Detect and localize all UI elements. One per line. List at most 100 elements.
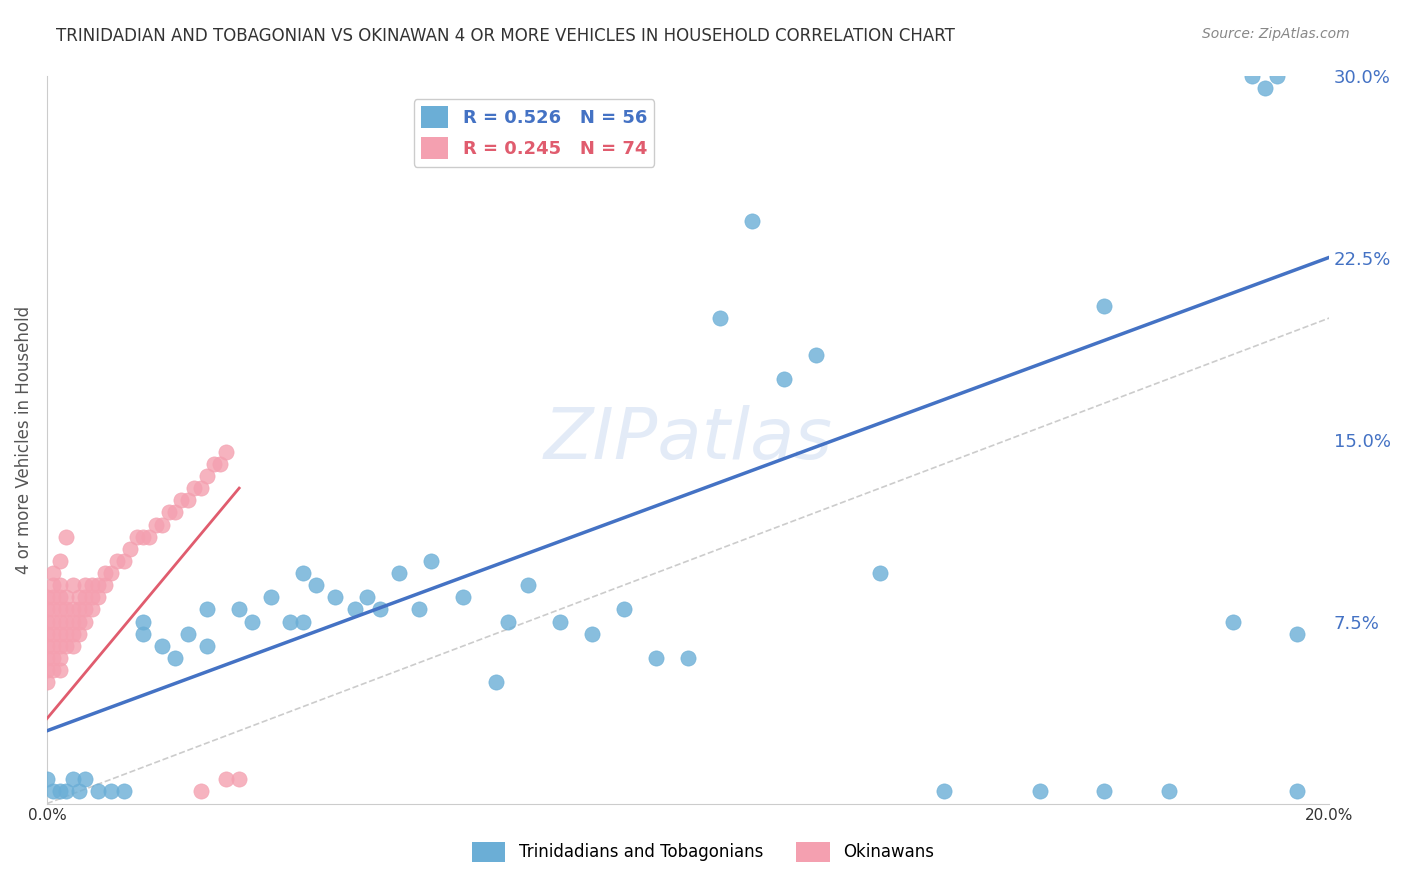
Point (100, 566, 122, 580)
Point (676, 651, 699, 665)
Point (55, 615, 77, 629)
Point (87, 591, 110, 605)
Point (1285, 626, 1308, 640)
Point (48, 651, 70, 665)
Point (215, 444, 238, 458)
Point (260, 591, 283, 605)
Point (42, 784, 65, 798)
Point (305, 578, 328, 592)
Point (112, 784, 135, 798)
Point (1253, 80, 1275, 95)
Point (48, 784, 70, 798)
Point (177, 493, 200, 508)
Text: ZIPatlas: ZIPatlas (543, 405, 832, 474)
Text: Source: ZipAtlas.com: Source: ZipAtlas.com (1202, 27, 1350, 41)
Point (741, 214, 763, 228)
Point (35, 639, 58, 653)
Point (1285, 784, 1308, 798)
Point (55, 639, 77, 653)
Point (93, 578, 115, 592)
Point (190, 784, 212, 798)
Point (62, 626, 84, 640)
Point (644, 651, 666, 665)
Point (709, 311, 731, 326)
Point (48, 554, 70, 568)
Point (1222, 615, 1244, 629)
Point (75, 578, 97, 592)
Point (280, 615, 302, 629)
Point (498, 615, 520, 629)
Point (484, 675, 506, 690)
Point (165, 505, 187, 519)
Point (170, 493, 193, 508)
Point (42, 639, 65, 653)
Point (773, 372, 796, 386)
Point (804, 348, 827, 362)
Point (150, 517, 173, 532)
Point (453, 591, 475, 605)
Text: TRINIDADIAN AND TOBAGONIAN VS OKINAWAN 4 OR MORE VEHICLES IN HOUSEHOLD CORRELATI: TRINIDADIAN AND TOBAGONIAN VS OKINAWAN 4… (56, 27, 955, 45)
Point (120, 541, 142, 556)
Point (35, 772, 58, 787)
Point (75, 602, 97, 616)
Point (48, 626, 70, 640)
Point (48, 602, 70, 616)
Point (80, 602, 103, 616)
Point (62, 578, 84, 592)
Point (125, 530, 148, 544)
Point (1094, 784, 1116, 798)
Point (35, 651, 58, 665)
Point (1094, 299, 1116, 313)
Point (177, 626, 200, 640)
Point (228, 772, 250, 787)
Point (35, 602, 58, 616)
Point (42, 663, 65, 677)
Point (132, 615, 155, 629)
Point (62, 615, 84, 629)
Point (388, 566, 411, 580)
Point (581, 626, 603, 640)
Y-axis label: 4 or more Vehicles in Household: 4 or more Vehicles in Household (15, 305, 32, 574)
Point (145, 517, 167, 532)
Point (80, 578, 103, 592)
Point (75, 591, 97, 605)
Point (195, 469, 218, 483)
Point (35, 675, 58, 690)
Point (67, 602, 90, 616)
Point (55, 602, 77, 616)
Point (292, 615, 315, 629)
Legend: Trinidadians and Tobagonians, Okinawans: Trinidadians and Tobagonians, Okinawans (465, 835, 941, 869)
Point (420, 554, 443, 568)
Point (42, 566, 65, 580)
Point (1267, 69, 1289, 83)
Point (42, 651, 65, 665)
Point (105, 554, 128, 568)
Point (80, 591, 103, 605)
Point (190, 481, 212, 495)
Point (35, 591, 58, 605)
Point (165, 651, 187, 665)
Point (55, 626, 77, 640)
Point (87, 578, 110, 592)
Point (132, 530, 155, 544)
Point (62, 639, 84, 653)
Point (75, 772, 97, 787)
Point (35, 615, 58, 629)
Point (55, 591, 77, 605)
Point (869, 566, 891, 580)
Point (356, 591, 378, 605)
Point (42, 626, 65, 640)
Point (548, 615, 571, 629)
Point (240, 615, 263, 629)
Point (93, 566, 115, 580)
Point (100, 784, 122, 798)
Point (42, 578, 65, 592)
Point (48, 591, 70, 605)
Point (138, 530, 160, 544)
Point (195, 639, 218, 653)
Point (613, 602, 636, 616)
Point (157, 505, 180, 519)
Point (42, 602, 65, 616)
Point (132, 626, 155, 640)
Point (62, 772, 84, 787)
